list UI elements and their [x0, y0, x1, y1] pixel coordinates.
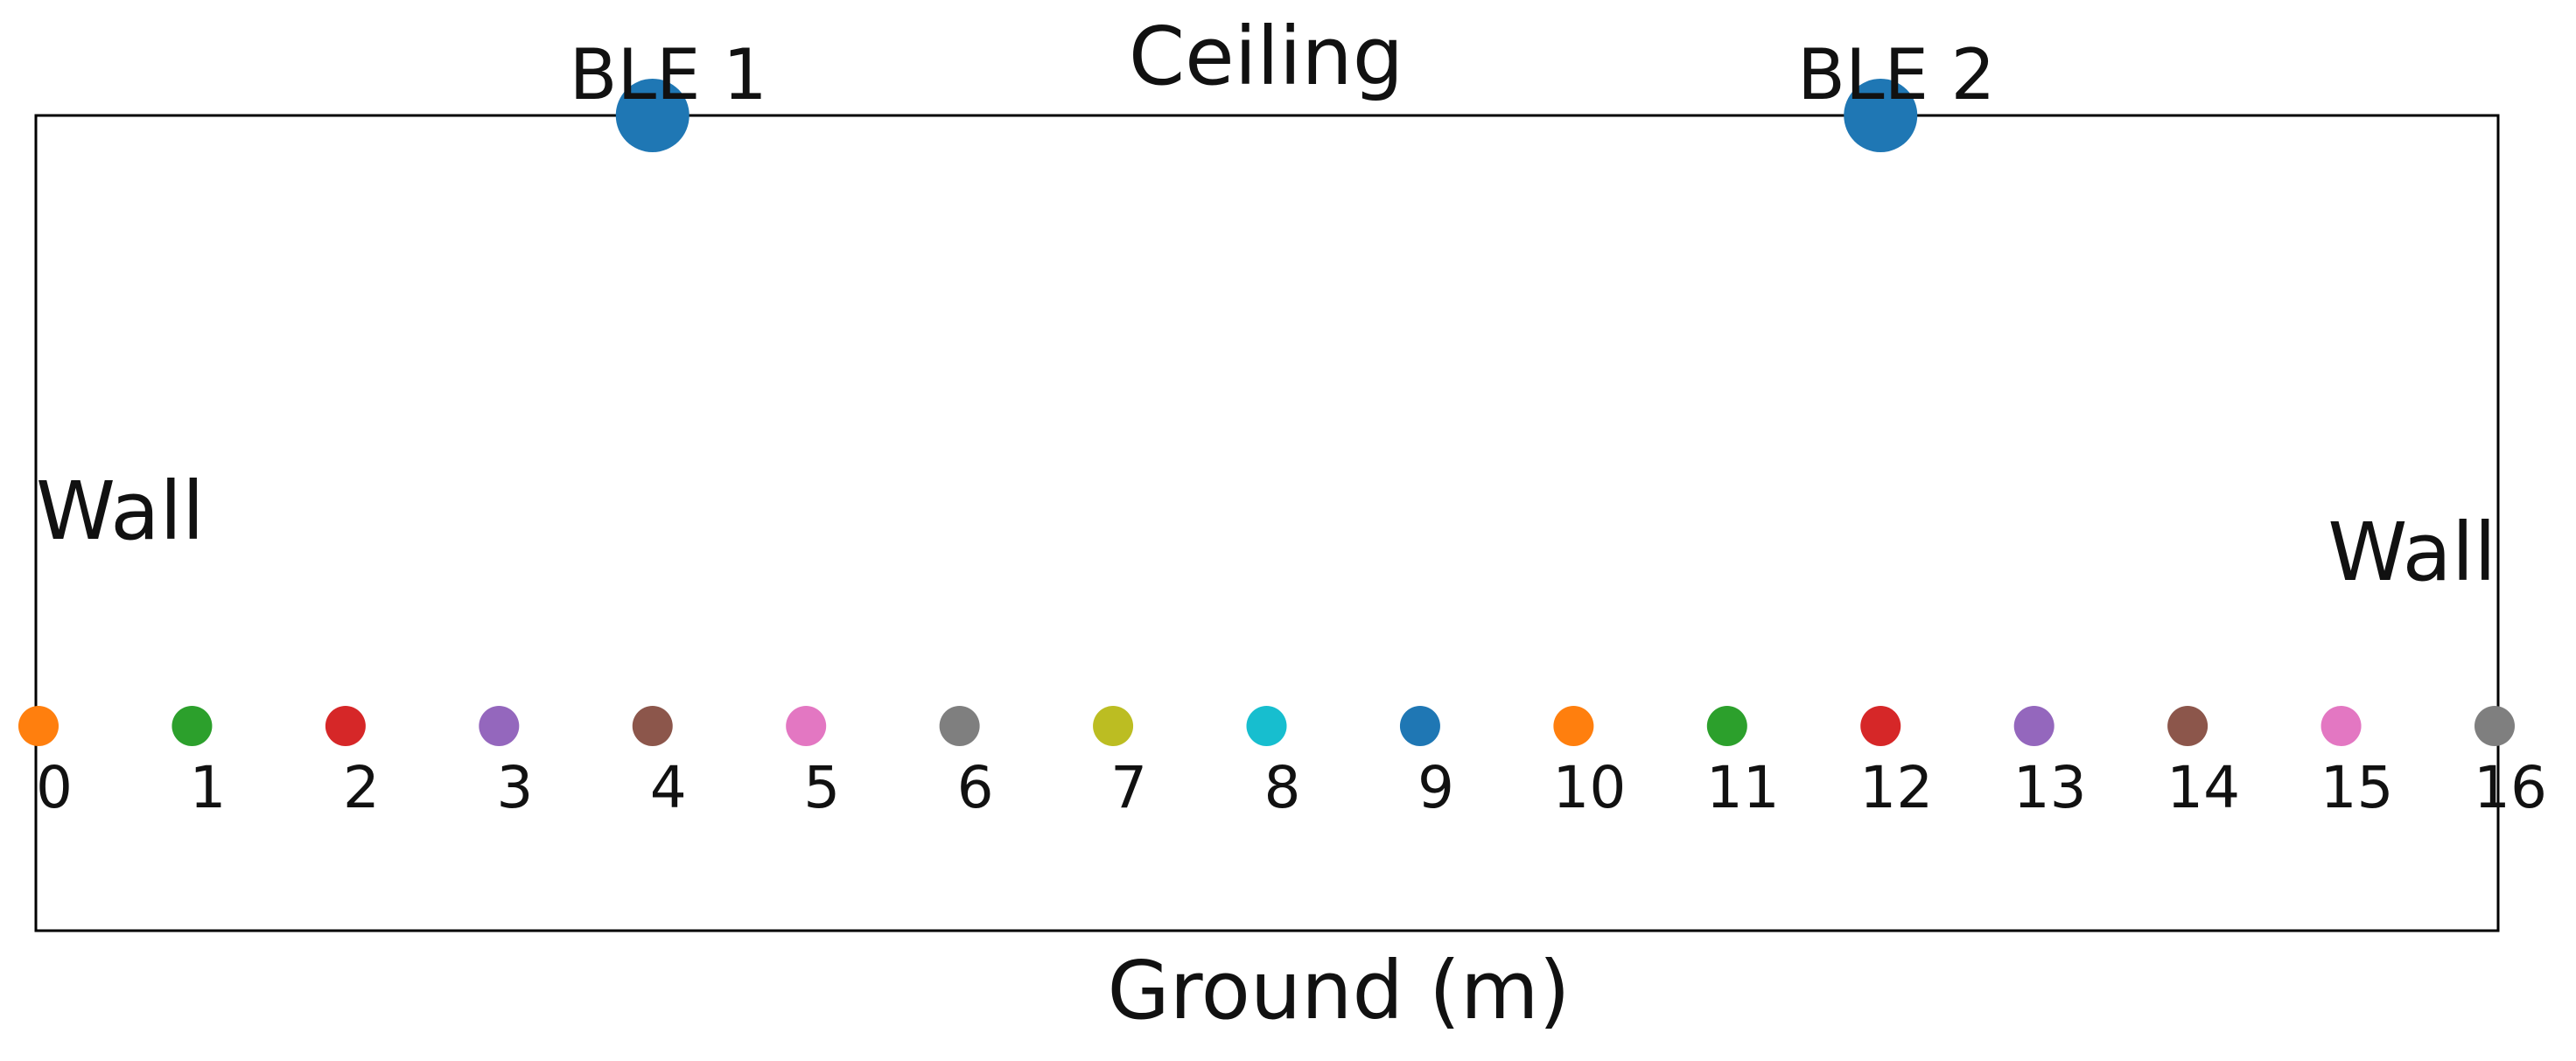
point-label-7: 7	[1110, 754, 1147, 821]
point-label-13: 13	[2013, 754, 2087, 821]
point-marker-15	[2320, 706, 2362, 746]
point-marker-11	[1706, 706, 1747, 746]
measurement-points: 0 1 2 3 4 5 6 7 8 9 10 11 12 13 14 15 16	[18, 706, 2547, 821]
point-marker-10	[1553, 706, 1594, 746]
point-label-12: 12	[1859, 754, 1933, 821]
point-label-0: 0	[36, 754, 73, 821]
point-label-3: 3	[496, 754, 533, 821]
point-marker-3	[479, 706, 520, 746]
wall-left-label: Wall	[36, 464, 205, 558]
ble-beacon-marker-2	[1844, 79, 1918, 152]
room-frame	[34, 114, 2500, 932]
point-marker-6	[939, 706, 980, 746]
point-label-11: 11	[1706, 754, 1780, 821]
point-marker-12	[1860, 706, 1901, 746]
ble-beacon-label-1: BLE 1	[570, 34, 767, 115]
point-marker-14	[2167, 706, 2208, 746]
wall-right-label: Wall	[2328, 506, 2496, 599]
point-label-6: 6	[957, 754, 994, 821]
x-axis-label: Ground (m)	[1107, 944, 1570, 1037]
point-label-2: 2	[343, 754, 380, 821]
point-marker-2	[325, 706, 366, 746]
point-marker-4	[632, 706, 673, 746]
point-marker-16	[2474, 706, 2515, 746]
ble-beacon-marker-1	[615, 79, 690, 152]
point-label-14: 14	[2166, 754, 2240, 821]
point-label-10: 10	[1552, 754, 1626, 821]
ble-beacons: BLE 1 BLE 2	[570, 34, 1995, 152]
point-label-9: 9	[1418, 754, 1454, 821]
point-label-1: 1	[189, 754, 226, 821]
point-marker-1	[172, 706, 213, 746]
point-marker-5	[786, 706, 827, 746]
point-label-8: 8	[1264, 754, 1301, 821]
point-label-15: 15	[2320, 754, 2394, 821]
ble-beacon-label-2: BLE 2	[1797, 34, 1995, 115]
point-label-4: 4	[650, 754, 687, 821]
point-marker-0	[18, 706, 59, 746]
point-marker-8	[1246, 706, 1287, 746]
ceiling-label: Ceiling	[1129, 10, 1404, 103]
point-label-5: 5	[803, 754, 840, 821]
point-marker-9	[1399, 706, 1440, 746]
point-label-16: 16	[2474, 754, 2547, 821]
point-marker-7	[1093, 706, 1134, 746]
point-marker-13	[2013, 706, 2054, 746]
